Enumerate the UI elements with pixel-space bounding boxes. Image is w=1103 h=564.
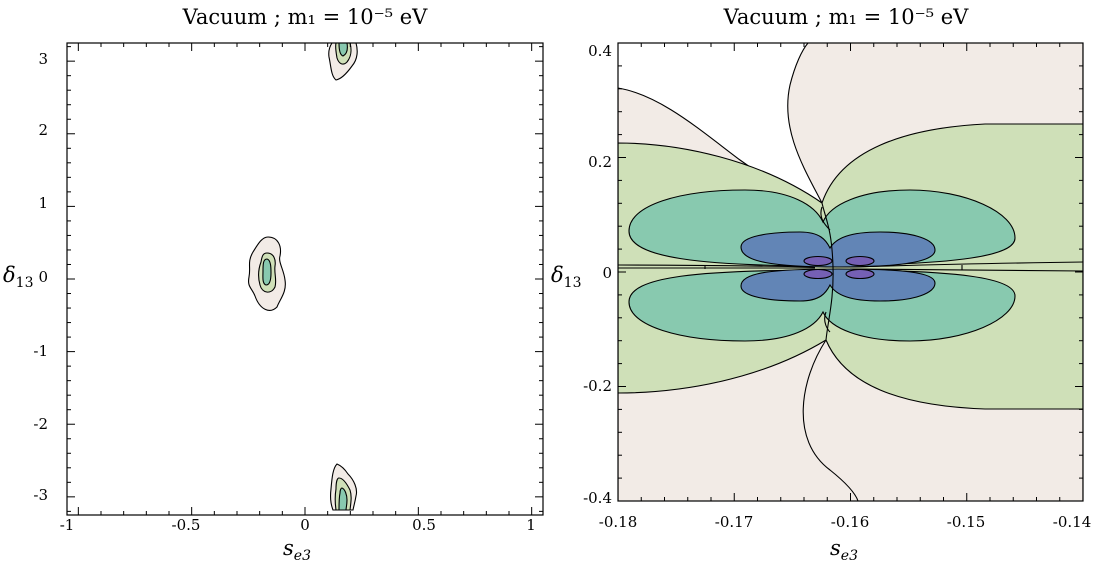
right-y-tick-label-2: 0	[602, 264, 612, 282]
right-axis-ticks	[617, 42, 1084, 502]
left-y-tick-label-2: -1	[33, 342, 48, 360]
left-x-tick-label-2: 0	[300, 516, 310, 534]
right-y-tick-label-3: 0.2	[588, 153, 612, 171]
left-plot-frame	[66, 42, 544, 516]
right-chart-title: Vacuum ; m₁ = 10⁻⁵ eV	[723, 5, 970, 29]
left-y-tick-label-0: -3	[33, 486, 48, 504]
left-y-axis-label: δ13	[3, 263, 33, 291]
left-y-tick-label-3: 0	[38, 268, 48, 286]
left-bottom-level3	[338, 487, 348, 511]
left-y-tick-label-6: 3	[38, 50, 48, 68]
left-x-axis-label: se3	[283, 536, 311, 564]
right-chart: Vacuum ; m₁ = 10⁻⁵ eV	[551, 5, 1091, 564]
right-x-tick-label-4: -0.14	[1053, 513, 1091, 531]
right-x-axis-label: se3	[830, 536, 858, 564]
right-level4-upper	[740, 231, 936, 268]
left-contours	[248, 43, 358, 511]
left-center-level3	[262, 258, 272, 286]
left-x-tick-label-3: 0.5	[412, 516, 436, 534]
left-chart-title: Vacuum ; m₁ = 10⁻⁵ eV	[182, 5, 429, 29]
right-right-spike	[849, 261, 1083, 272]
left-y-tick-label-1: -2	[33, 415, 48, 433]
right-level5-lower-right	[845, 268, 875, 280]
right-y-tick-label-4: 0.4	[588, 42, 612, 60]
right-vertical-pinch	[821, 202, 834, 341]
left-region-center	[248, 236, 286, 311]
left-x-tick-label-4: 1	[526, 516, 536, 534]
left-y-tick-label-4: 1	[38, 194, 48, 212]
right-level4-lower	[740, 268, 936, 302]
left-chart: Vacuum ; m₁ = 10⁻⁵ eV -1	[3, 5, 544, 564]
right-bottom-curve	[802, 339, 859, 501]
left-axis-ticks	[67, 43, 543, 515]
right-x-tick-label-1: -0.17	[715, 513, 753, 531]
right-level5-lower-left	[803, 268, 833, 280]
right-vertical-pinch-2	[820, 206, 831, 333]
right-y-tick-label-0: -0.4	[583, 489, 612, 507]
right-y-tick-label-1: -0.2	[583, 377, 612, 395]
right-x-tick-label-2: -0.16	[831, 513, 869, 531]
right-level5-upper-right	[845, 255, 875, 267]
right-left-spike	[618, 264, 816, 269]
left-region-bottom	[330, 463, 358, 511]
right-x-tick-label-3: -0.15	[947, 513, 985, 531]
right-x-tick-label-0: -0.18	[599, 513, 637, 531]
right-contours	[618, 43, 1083, 501]
left-y-tick-label-5: 2	[38, 121, 48, 139]
right-y-axis-label: δ13	[551, 263, 581, 291]
left-top-level3	[338, 43, 348, 57]
left-x-tick-label-0: -1	[60, 516, 75, 534]
left-x-tick-label-1: -0.5	[172, 516, 201, 534]
left-region-top	[328, 43, 358, 81]
right-level5-upper-left	[803, 255, 833, 267]
